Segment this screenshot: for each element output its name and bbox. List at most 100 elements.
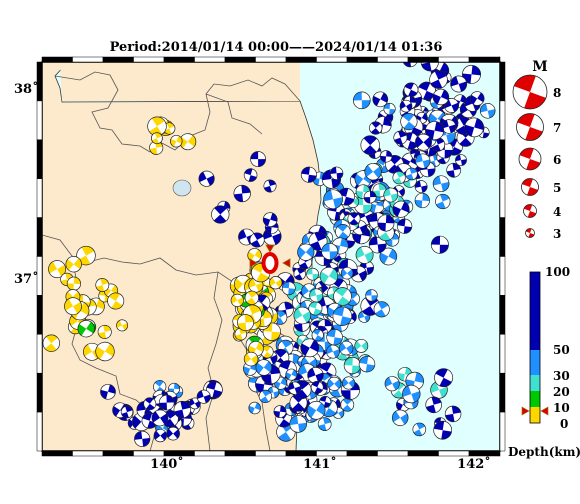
- focal-mechanism[interactable]: [187, 396, 202, 411]
- focal-mechanism[interactable]: [462, 116, 485, 139]
- focal-mechanism[interactable]: [402, 51, 418, 68]
- focal-mechanism[interactable]: [353, 243, 376, 266]
- focal-mechanism[interactable]: [306, 267, 319, 281]
- focal-mechanism[interactable]: [382, 186, 399, 203]
- focal-mechanism[interactable]: [352, 337, 371, 356]
- focal-mechanism[interactable]: [398, 98, 414, 114]
- focal-mechanism[interactable]: [61, 294, 84, 317]
- focal-mechanism[interactable]: [73, 243, 98, 268]
- focal-mechanism[interactable]: [310, 327, 326, 343]
- focal-mechanism[interactable]: [164, 424, 182, 442]
- focal-mechanism[interactable]: [414, 192, 430, 209]
- focal-mechanism[interactable]: [300, 166, 317, 183]
- focal-mechanism[interactable]: [308, 287, 324, 303]
- focal-mechanism[interactable]: [250, 151, 267, 168]
- focal-mechanism[interactable]: [343, 356, 362, 375]
- focal-mechanism[interactable]: [326, 328, 344, 346]
- focal-mechanism[interactable]: [468, 89, 487, 108]
- focal-mechanism[interactable]: [291, 304, 314, 327]
- focal-mechanism[interactable]: [258, 343, 275, 360]
- focal-mechanism[interactable]: [370, 89, 390, 109]
- focal-mechanism[interactable]: [242, 288, 261, 307]
- focal-mechanism[interactable]: [298, 336, 322, 360]
- focal-mechanism[interactable]: [431, 365, 456, 390]
- focal-mechanism[interactable]: [168, 133, 184, 149]
- focal-mechanism[interactable]: [237, 314, 255, 332]
- focal-mechanism[interactable]: [141, 395, 158, 412]
- focal-mechanism[interactable]: [414, 152, 432, 170]
- focal-mechanism[interactable]: [383, 102, 396, 116]
- focal-mechanism[interactable]: [294, 241, 317, 264]
- focal-mechanism[interactable]: [355, 184, 371, 200]
- map-area[interactable]: [40, 51, 500, 451]
- focal-mechanism[interactable]: [322, 188, 345, 211]
- focal-mechanism[interactable]: [261, 211, 279, 229]
- focal-mechanism[interactable]: [432, 174, 451, 193]
- focal-mechanism[interactable]: [317, 264, 341, 288]
- focal-mechanism[interactable]: [357, 132, 384, 159]
- focal-mechanism[interactable]: [479, 102, 497, 120]
- focal-mechanism[interactable]: [233, 184, 251, 203]
- focal-mechanism[interactable]: [411, 421, 428, 438]
- focal-mechanism[interactable]: [317, 416, 333, 432]
- focal-mechanism[interactable]: [330, 284, 355, 309]
- focal-mechanism[interactable]: [134, 430, 151, 447]
- focal-mechanism[interactable]: [332, 221, 353, 242]
- focal-mechanism[interactable]: [172, 400, 192, 420]
- focal-mechanism[interactable]: [361, 160, 384, 183]
- focal-mechanism[interactable]: [245, 246, 264, 265]
- focal-mechanism[interactable]: [353, 91, 371, 110]
- focal-mechanism[interactable]: [253, 356, 275, 378]
- focal-mechanism[interactable]: [305, 365, 325, 385]
- focal-mechanism[interactable]: [440, 118, 457, 135]
- focal-mechanism[interactable]: [243, 167, 259, 183]
- focal-mechanism[interactable]: [289, 414, 308, 433]
- focal-mechanism[interactable]: [307, 300, 324, 317]
- focal-mechanism[interactable]: [428, 379, 450, 401]
- focal-mechanism[interactable]: [205, 380, 225, 400]
- focal-mechanism[interactable]: [424, 120, 445, 141]
- focal-mechanism[interactable]: [390, 198, 412, 220]
- focal-mechanisms[interactable]: [40, 51, 497, 447]
- focal-mechanism[interactable]: [383, 374, 402, 393]
- focal-mechanism[interactable]: [120, 405, 135, 420]
- focal-mechanism[interactable]: [432, 420, 453, 441]
- focal-mechanism[interactable]: [424, 395, 444, 415]
- focal-mechanism[interactable]: [115, 318, 130, 333]
- focal-mechanism[interactable]: [389, 407, 411, 429]
- focal-mechanism[interactable]: [104, 290, 126, 312]
- focal-mechanism[interactable]: [63, 253, 85, 275]
- focal-mechanism[interactable]: [337, 339, 356, 358]
- focal-mechanism[interactable]: [430, 235, 449, 254]
- focal-mechanism[interactable]: [391, 169, 408, 186]
- focal-mechanism[interactable]: [400, 383, 423, 406]
- focal-mechanism[interactable]: [195, 388, 212, 405]
- focal-mechanism[interactable]: [247, 230, 266, 249]
- focal-mechanism[interactable]: [281, 281, 296, 296]
- focal-mechanism[interactable]: [338, 396, 356, 414]
- focal-mechanism[interactable]: [340, 374, 358, 392]
- focal-mechanism[interactable]: [404, 166, 419, 181]
- focal-mechanism[interactable]: [287, 380, 303, 396]
- focal-mechanism[interactable]: [208, 202, 233, 227]
- focal-mechanism[interactable]: [158, 394, 175, 411]
- focal-mechanism[interactable]: [433, 192, 452, 211]
- focal-mechanism[interactable]: [365, 289, 378, 302]
- focal-mechanism[interactable]: [267, 274, 285, 292]
- focal-mechanism[interactable]: [151, 427, 169, 445]
- focal-mechanism[interactable]: [427, 68, 451, 92]
- focal-mechanism[interactable]: [368, 235, 387, 254]
- focal-mechanism[interactable]: [412, 131, 435, 154]
- focal-mechanism[interactable]: [449, 74, 469, 94]
- focal-mechanism[interactable]: [149, 407, 171, 429]
- focal-mechanism[interactable]: [262, 178, 277, 193]
- mainshock-marker[interactable]: [249, 244, 291, 274]
- focal-mechanism[interactable]: [304, 398, 329, 423]
- focal-mechanism[interactable]: [257, 388, 274, 405]
- focal-mechanism[interactable]: [414, 179, 428, 194]
- focal-mechanism[interactable]: [284, 367, 299, 382]
- focal-mechanism[interactable]: [99, 383, 117, 401]
- focal-mechanism[interactable]: [94, 277, 111, 294]
- focal-mechanism[interactable]: [241, 349, 260, 368]
- focal-mechanism[interactable]: [150, 131, 164, 145]
